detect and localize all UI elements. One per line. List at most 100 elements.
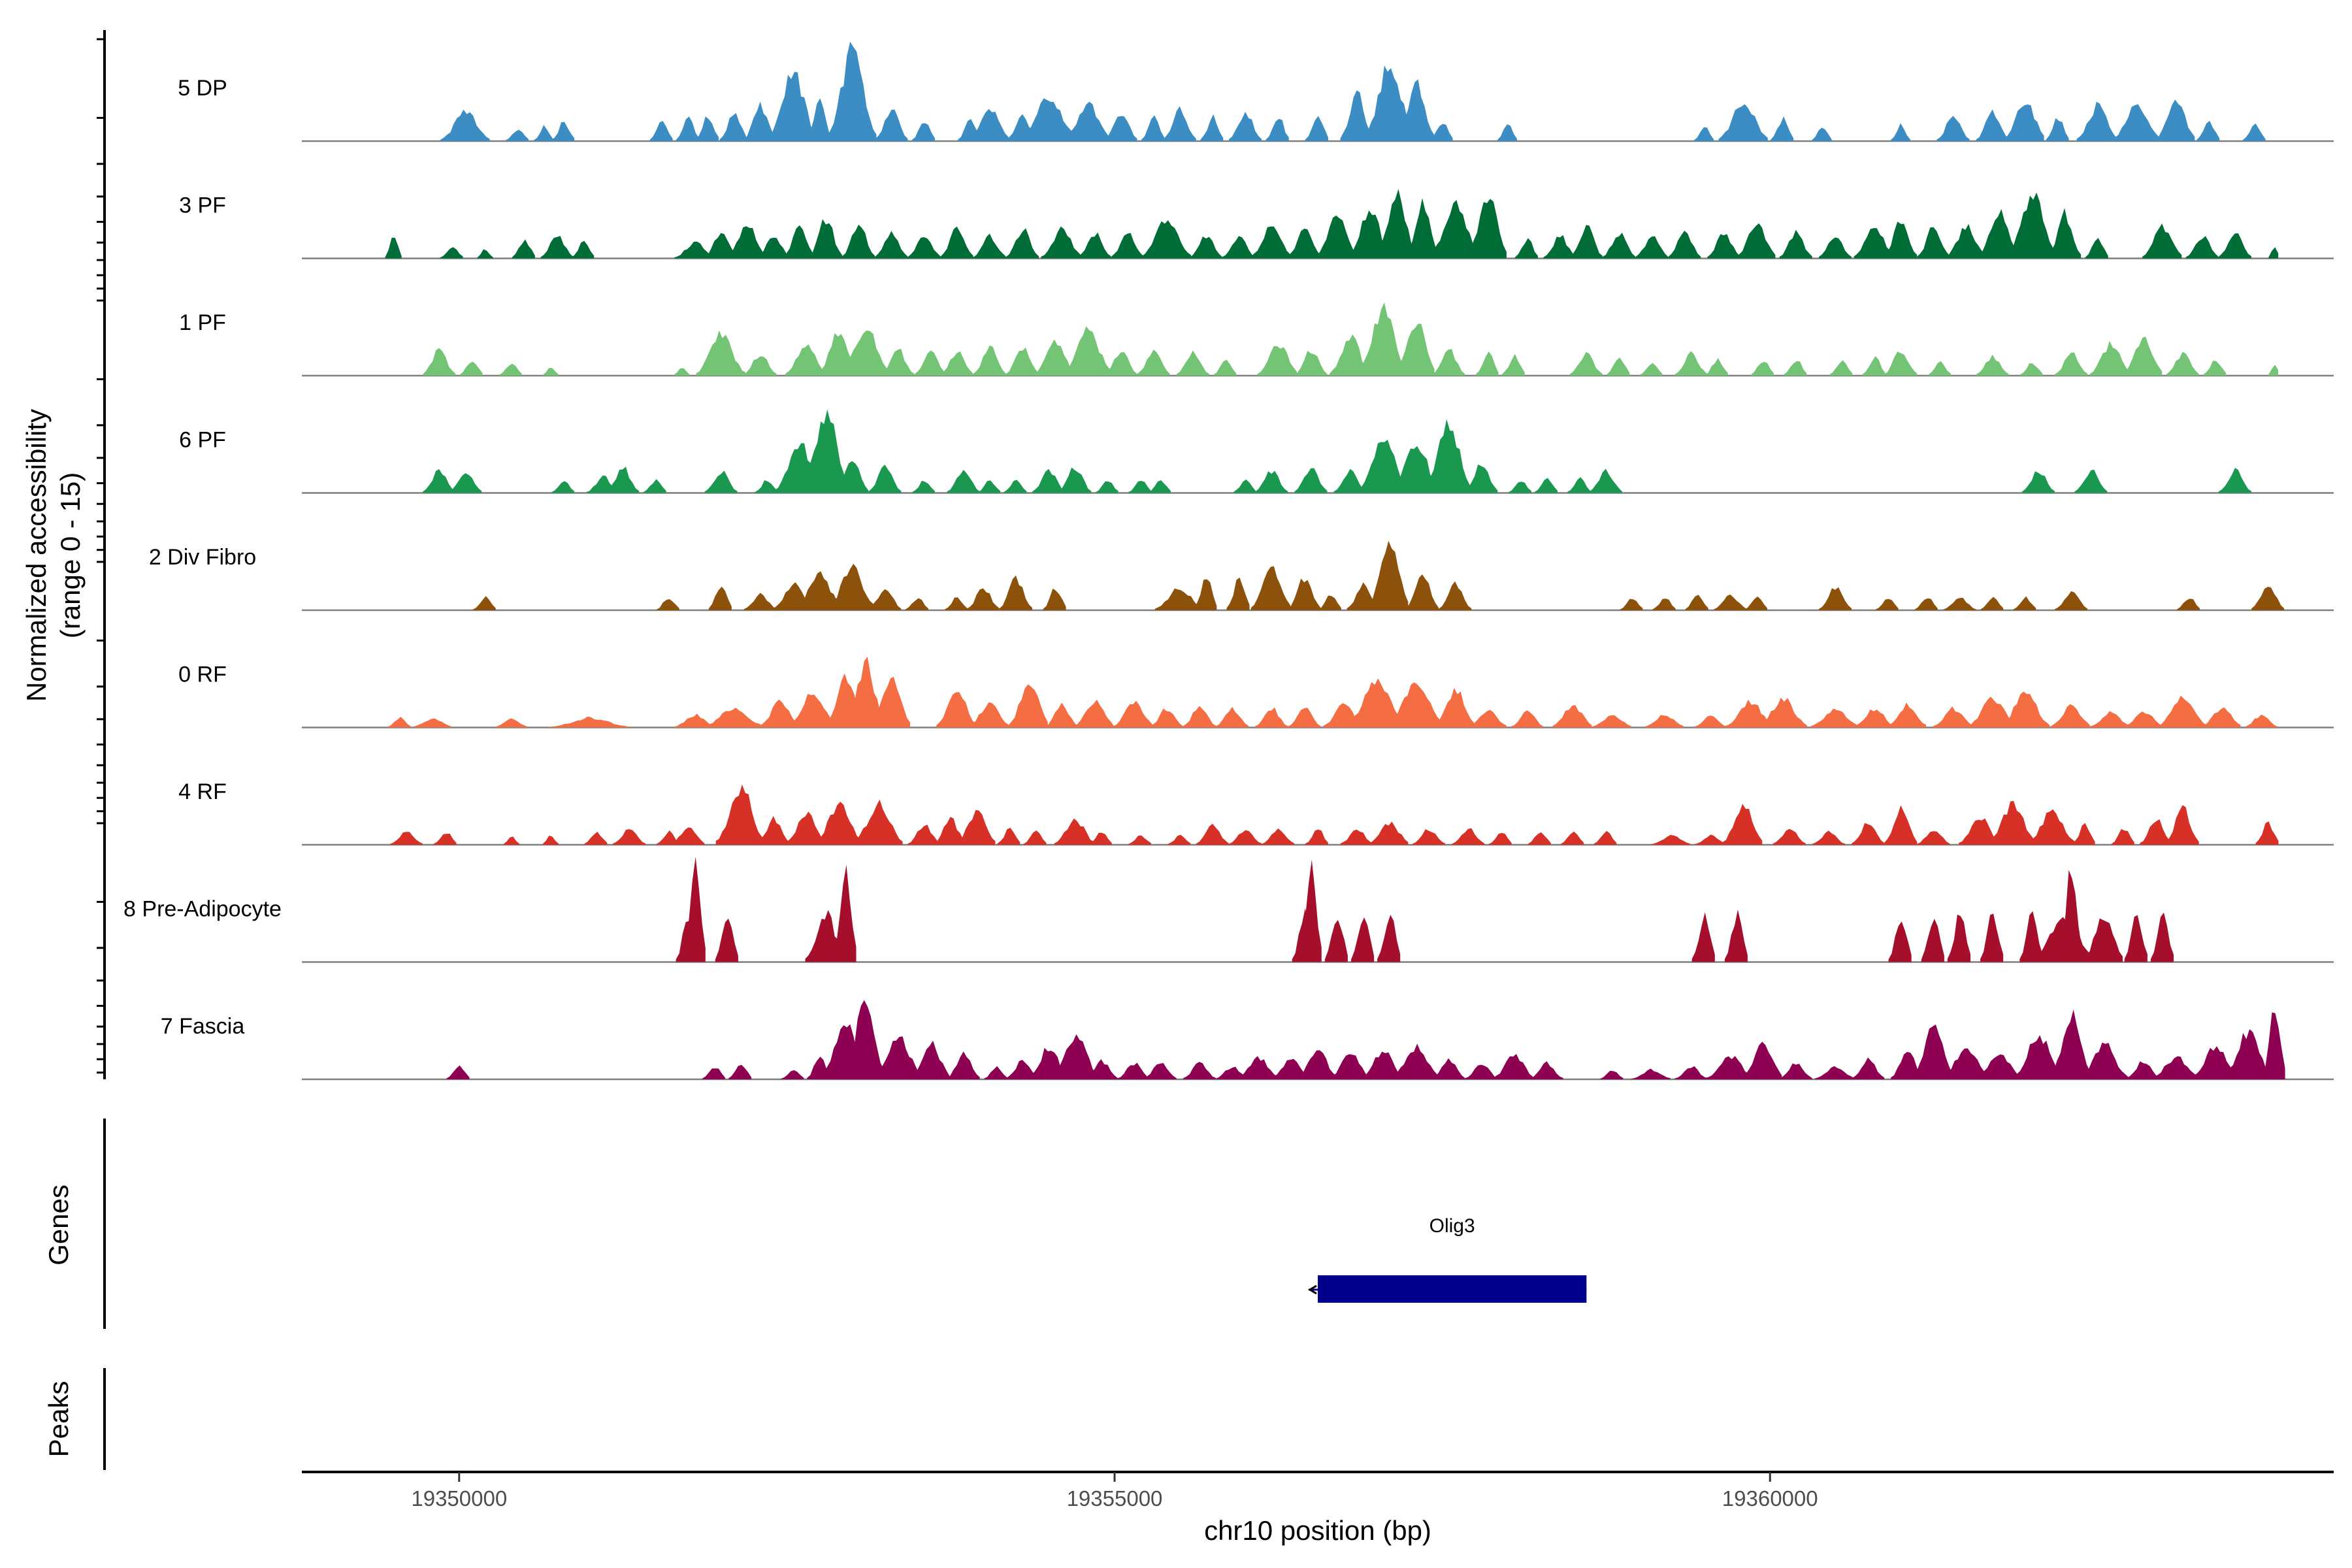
coverage-peak	[551, 481, 575, 493]
coverage-peak	[495, 718, 528, 728]
coverage-peak	[1600, 1071, 1624, 1079]
coverage-peak	[1814, 1066, 1854, 1079]
coverage-peak	[1150, 708, 1183, 728]
coverage-peak	[2123, 711, 2163, 728]
coverage-peak	[1886, 702, 1926, 728]
track-label: 5 DP	[178, 76, 227, 101]
coverage-peak	[1974, 1054, 2024, 1079]
coverage-peak	[1364, 65, 1414, 141]
coverage-peak	[1163, 106, 1196, 141]
coverage-peak	[1652, 598, 1676, 610]
coverage-peak	[1543, 235, 1576, 259]
coverage-peak	[2151, 1056, 2200, 1079]
coverage-peak	[1054, 818, 1094, 845]
coverage-peak	[1143, 1063, 1177, 1079]
coverage-peak	[785, 344, 825, 376]
coverage-peak	[1148, 480, 1171, 493]
coverage-peak	[2112, 104, 2161, 141]
coverage-peak	[1884, 351, 1918, 376]
coverage-peak	[2142, 223, 2182, 259]
coverage-peak	[1514, 238, 1538, 259]
coverage-peak	[934, 817, 967, 845]
coverage-peak	[1707, 234, 1740, 259]
coverage-peak	[674, 713, 713, 728]
coverage-peak	[534, 125, 554, 141]
coverage-peak	[1620, 598, 1643, 610]
coverage-peak	[727, 226, 766, 259]
coverage-peak	[387, 717, 411, 728]
coverage-peak	[1674, 1066, 1708, 1079]
coverage-peak	[1405, 574, 1439, 610]
coverage-peak	[1534, 478, 1558, 493]
coverage-peak	[1088, 832, 1112, 845]
coverage-peak	[836, 461, 869, 493]
coverage-peak	[1168, 834, 1191, 845]
coverage-peak	[1493, 1054, 1533, 1079]
track-6-pf: 6 PF	[179, 409, 2334, 494]
coverage-peak	[1488, 832, 1512, 845]
coverage-peak	[1694, 715, 1727, 728]
coverage-peak	[1005, 347, 1039, 376]
coverage-peak	[1467, 710, 1507, 728]
coverage-peak	[477, 249, 494, 259]
coverage-peak	[1890, 123, 1910, 141]
coverage-peak	[1058, 467, 1092, 493]
coverage-peak	[1569, 225, 1603, 259]
coverage-peak	[1976, 109, 2009, 141]
coverage-peak	[1391, 446, 1441, 493]
coverage-peak	[875, 109, 908, 141]
coverage-peak	[1561, 831, 1584, 845]
coverage-peak	[842, 224, 875, 259]
coverage-peak	[914, 350, 947, 376]
coverage-peak	[1215, 1066, 1249, 1079]
coverage-peak	[1921, 919, 1944, 962]
coverage-peak	[1511, 710, 1544, 728]
coverage-y-ticks	[97, 38, 105, 1074]
coverage-peak	[1917, 831, 1950, 845]
coverage-peak	[905, 598, 928, 610]
coverage-peak	[2089, 711, 2129, 728]
coverage-peak	[1141, 220, 1191, 259]
coverage-peak	[940, 226, 973, 259]
coverage-peak	[2079, 1042, 2129, 1079]
coverage-peak	[2242, 123, 2266, 141]
coverage-peak	[801, 409, 851, 493]
coverage-peak	[1369, 821, 1409, 845]
x-tick-label: 19355000	[1067, 1486, 1163, 1511]
coverage-peak	[719, 113, 746, 141]
coverage-peak	[940, 351, 973, 376]
coverage-peak	[910, 1040, 950, 1079]
coverage-peak	[2166, 805, 2199, 845]
coverage-peak	[1032, 468, 1066, 493]
coverage-peak	[1779, 1063, 1812, 1079]
coverage-peak	[1772, 828, 1806, 845]
coverage-peak	[1358, 440, 1407, 493]
coverage-peak	[2059, 870, 2082, 962]
coverage-peak	[2197, 121, 2220, 141]
coverage-peak	[2072, 823, 2095, 845]
coverage-peak	[1270, 1058, 1310, 1079]
coverage-peak	[1233, 479, 1256, 493]
x-tick-label: 19350000	[411, 1486, 507, 1511]
coverage-peak	[781, 1070, 804, 1079]
coverage-peak	[969, 702, 1009, 728]
coverage-peak	[2048, 208, 2082, 259]
coverage-peak	[704, 470, 738, 493]
track-7-fascia: 7 Fascia	[161, 1000, 2334, 1081]
coverage-peak	[728, 1064, 751, 1079]
coverage-peak	[1128, 835, 1151, 845]
coverage-peak	[1852, 823, 1885, 845]
coverage-peak	[945, 597, 968, 610]
coverage-peak	[1111, 233, 1144, 259]
coverage-peak	[542, 836, 559, 845]
coverage-peak	[1362, 1051, 1402, 1079]
coverage-peak	[2185, 236, 2219, 259]
coverage-peak	[814, 802, 864, 845]
coverage-peak	[788, 694, 838, 728]
coverage-peak	[868, 465, 902, 493]
coverage-peak	[1530, 1061, 1563, 1079]
coverage-peak	[1959, 818, 1999, 845]
coverage-peak	[2157, 695, 2207, 728]
coverage-peak	[2055, 591, 2088, 610]
coverage-peak	[643, 479, 666, 493]
